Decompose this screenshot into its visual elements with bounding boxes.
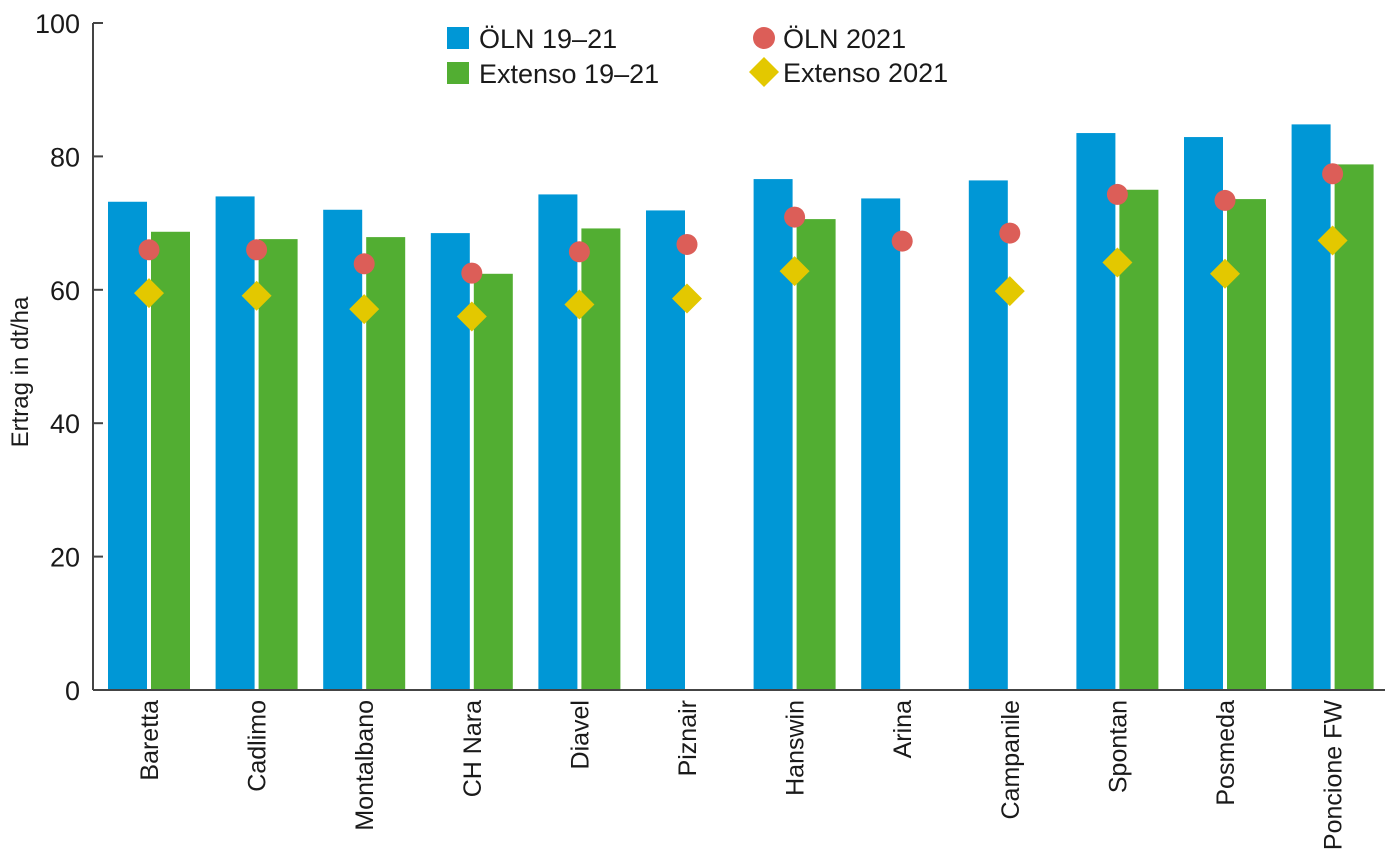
x-tick-label: Montalbano [351, 700, 379, 831]
point-oln-2021 [353, 253, 375, 275]
bar-extenso-19-21 [1334, 164, 1374, 691]
x-tick-label: Piznair [674, 700, 702, 776]
point-oln-2021 [891, 230, 913, 252]
markers-layer [134, 163, 1348, 332]
y-axis-title: Ertrag in dt/ha [7, 296, 34, 447]
bar-oln-19-21 [753, 179, 793, 690]
y-tick-label: 20 [50, 543, 80, 573]
bar-oln-19-21 [538, 194, 578, 690]
bar-oln-19-21 [1184, 137, 1223, 690]
point-extenso-2021 [1210, 258, 1240, 289]
x-tick-label: Campanile [997, 700, 1025, 820]
point-extenso-2021 [134, 278, 164, 309]
y-tick-label: 60 [50, 276, 80, 306]
bar-oln-19-21 [861, 198, 901, 690]
bar-extenso-19-21 [796, 219, 836, 690]
point-oln-2021 [1106, 183, 1128, 205]
x-tick-label: Spontan [1104, 700, 1132, 793]
point-oln-2021 [1322, 163, 1344, 185]
point-extenso-2021 [456, 301, 487, 332]
bar-oln-19-21 [108, 201, 147, 691]
legend-label: ÖLN 2021 [783, 24, 906, 54]
legend-swatch [447, 27, 469, 49]
legend-item: ÖLN 2021 [753, 24, 906, 54]
x-tick-label: Posmeda [1212, 700, 1240, 806]
bar-oln-19-21 [1076, 133, 1116, 690]
x-tick-label: Poncione FW [1320, 700, 1348, 850]
legend-label: Extenso 19–21 [479, 59, 659, 89]
point-oln-2021 [676, 233, 698, 255]
x-tick-label: Arina [889, 700, 917, 758]
bar-oln-19-21 [968, 180, 1008, 691]
bar-extenso-19-21 [151, 231, 190, 690]
bar-extenso-19-21 [473, 273, 513, 690]
point-extenso-2021 [349, 294, 380, 325]
legend: ÖLN 19–21 Extenso 19–21 ÖLN 2021 Extenso 20… [447, 24, 948, 89]
x-labels-layer: Baretta Cadlimo Montalbano CH Nara Diavel Piz… [136, 700, 1348, 850]
legend-item: Extenso 2021 [749, 57, 948, 88]
bar-extenso-19-21 [1119, 189, 1159, 690]
legend-label: ÖLN 19–21 [479, 24, 617, 54]
point-extenso-2021 [1317, 225, 1348, 256]
bar-extenso-19-21 [1227, 199, 1266, 690]
y-tick-label: 40 [50, 409, 80, 439]
point-oln-2021 [246, 239, 268, 261]
point-extenso-2021 [779, 256, 810, 287]
point-oln-2021 [999, 222, 1021, 244]
point-oln-2021 [138, 239, 160, 261]
x-tick-label: Hanswin [782, 700, 810, 796]
bar-oln-19-21 [215, 196, 255, 691]
y-ticks-layer: 0 20 40 60 80 100 [35, 9, 103, 706]
y-tick-label: 0 [65, 676, 80, 706]
legend-item: ÖLN 19–21 [447, 24, 617, 54]
x-tick-label: Cadlimo [244, 700, 272, 792]
x-tick-label: Baretta [136, 700, 164, 781]
point-oln-2021 [784, 206, 806, 228]
legend-swatch [447, 62, 469, 84]
axes-layer [92, 23, 1385, 691]
bar-oln-19-21 [430, 233, 470, 691]
legend-swatch [749, 57, 779, 87]
legend-item: Extenso 19–21 [447, 59, 659, 89]
point-extenso-2021 [1102, 247, 1133, 278]
point-oln-2021 [461, 262, 483, 284]
point-extenso-2021 [994, 276, 1025, 307]
x-tick-label: Diavel [566, 700, 594, 769]
bars-layer [108, 124, 1374, 691]
legend-swatch [753, 27, 775, 49]
y-tick-label: 100 [35, 9, 80, 39]
point-extenso-2021 [672, 283, 702, 314]
bar-extenso-19-21 [258, 239, 298, 690]
y-tick-label: 80 [50, 142, 80, 172]
point-oln-2021 [568, 241, 590, 263]
bar-oln-19-21 [646, 210, 685, 690]
point-extenso-2021 [564, 289, 595, 320]
bar-oln-19-21 [323, 209, 363, 690]
point-extenso-2021 [241, 280, 272, 311]
bar-oln-19-21 [1291, 124, 1331, 690]
x-tick-label: CH Nara [459, 700, 487, 797]
legend-label: Extenso 2021 [783, 58, 948, 88]
point-oln-2021 [1214, 189, 1236, 211]
